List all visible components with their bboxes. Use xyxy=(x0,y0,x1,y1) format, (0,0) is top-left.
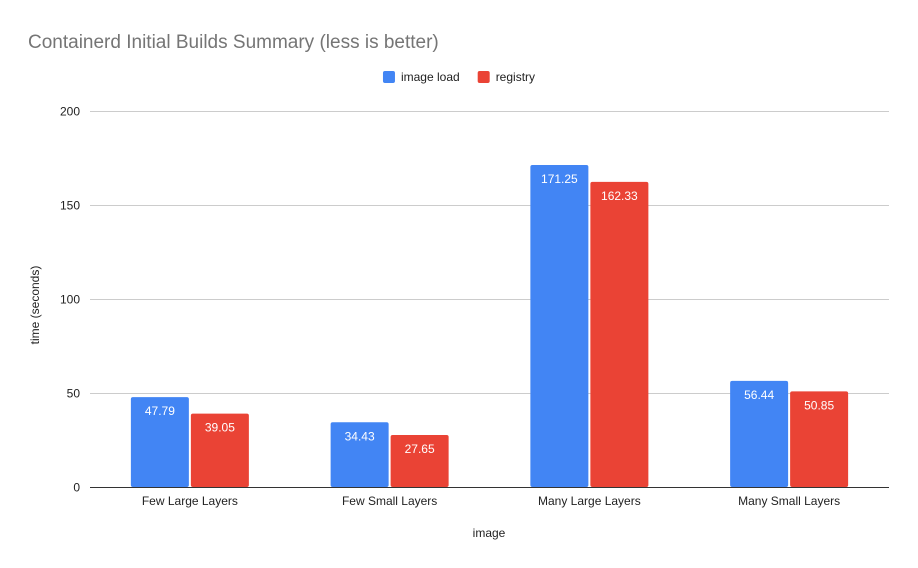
y-tick-label: 200 xyxy=(60,105,80,119)
x-tick-label: Few Small Layers xyxy=(342,494,437,508)
bar-registry-2 xyxy=(590,181,649,488)
bar-image-load-3 xyxy=(730,380,789,487)
x-axis-ticks: Few Large Layers Few Small Layers Many Lar… xyxy=(142,494,840,508)
x-tick-label: Few Large Layers xyxy=(142,494,238,508)
bar-data-labels: 47.79 39.05 34.43 27.65 171.25 162.33 56.44 50.… xyxy=(145,172,835,456)
y-tick-label: 150 xyxy=(60,199,80,213)
legend-label: image load xyxy=(401,70,460,84)
bar-value-label: 50.85 xyxy=(804,398,834,412)
bar-value-label: 27.65 xyxy=(405,442,435,456)
bar-value-label: 47.79 xyxy=(145,404,175,418)
y-tick-label: 0 xyxy=(73,481,80,495)
x-tick-label: Many Small Layers xyxy=(738,494,840,508)
legend-label: registry xyxy=(496,70,535,84)
bar-value-label: 39.05 xyxy=(205,421,235,435)
legend: image load registry xyxy=(382,70,535,84)
bar-value-label: 56.44 xyxy=(744,388,774,402)
bar-registry-0 xyxy=(190,413,249,487)
bar-image-load-2 xyxy=(530,165,589,488)
bar-image-load-1 xyxy=(330,422,389,487)
bar-value-label: 162.33 xyxy=(601,189,638,203)
x-axis-title: image xyxy=(473,526,506,540)
y-tick-label: 100 xyxy=(60,293,80,307)
legend-swatch xyxy=(477,71,490,83)
y-axis-ticks: 0 50 100 150 200 xyxy=(60,105,80,495)
x-tick-label: Many Large Layers xyxy=(538,494,641,508)
bar-value-label: 171.25 xyxy=(541,172,578,186)
chart-title: Containerd Initial Builds Summary (less … xyxy=(28,32,439,53)
bar-registry-1 xyxy=(390,435,449,487)
y-tick-label: 50 xyxy=(67,387,81,401)
bars xyxy=(130,165,849,488)
legend-item-registry[interactable]: registry xyxy=(477,70,535,84)
bar-registry-3 xyxy=(790,391,849,487)
y-axis-title: time (seconds) xyxy=(28,266,42,345)
legend-item-image-load[interactable]: image load xyxy=(382,70,460,84)
legend-swatch xyxy=(382,71,395,83)
bar-image-load-0 xyxy=(130,397,189,487)
bar-value-label: 34.43 xyxy=(345,429,375,443)
